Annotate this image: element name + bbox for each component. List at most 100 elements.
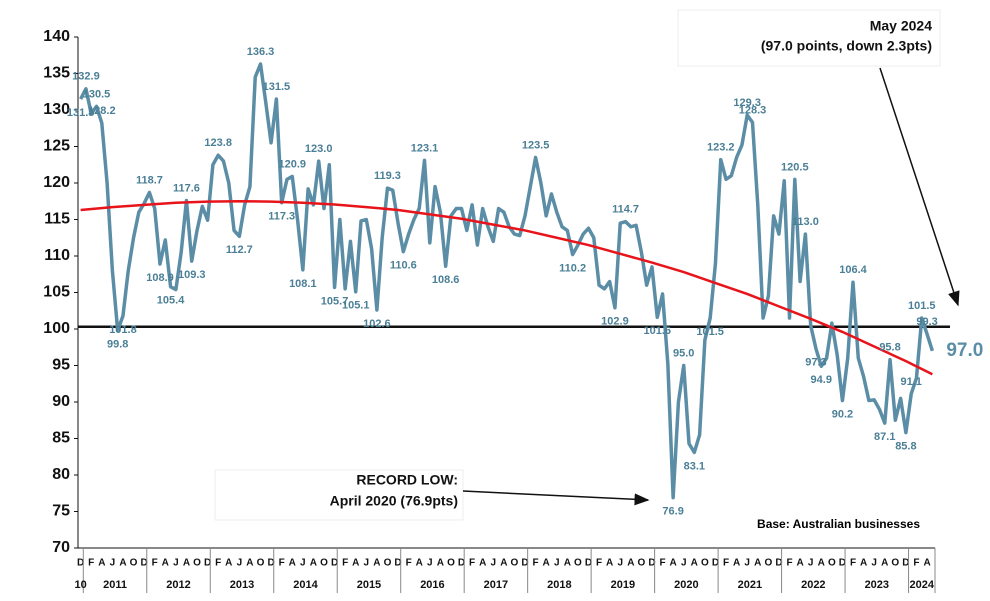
value-label: 101.5 [696,326,724,338]
year-label: 2015 [357,579,381,591]
month-label: A [543,558,550,569]
month-label: O [574,558,582,569]
month-label: D [458,558,465,569]
month-label: A [500,558,507,569]
value-label: 102.6 [363,318,391,330]
month-label: O [384,558,392,569]
value-label: 94.9 [811,374,832,386]
y-tick-label: 130 [43,101,70,118]
value-label: 123.1 [411,142,439,154]
year-label: 2020 [674,579,698,591]
value-label: 128.3 [739,104,767,116]
month-label: A [352,558,359,569]
month-label: J [300,558,306,569]
year-label: 10 [75,579,87,591]
y-tick-label: 95 [52,357,70,374]
month-label: F [152,558,158,569]
month-label: A [606,558,613,569]
month-label: A [691,558,698,569]
month-label: D [712,558,719,569]
value-label: 129.3 [733,97,761,109]
value-label: 120.9 [278,158,306,170]
month-label: A [183,558,190,569]
year-label: 2018 [547,579,571,591]
value-label: 87.1 [874,431,895,443]
callout-arrow [879,67,960,307]
y-tick-label: 120 [43,174,70,191]
month-label: A [627,558,634,569]
value-label: 132.9 [72,71,100,83]
value-label: 117.6 [173,182,200,194]
month-label: J [617,558,623,569]
month-label: J [110,558,116,569]
month-label: J [808,558,814,569]
month-label: A [881,558,888,569]
y-tick-label: 115 [44,211,70,228]
value-label: 130.5 [83,88,111,100]
data-line [79,62,935,500]
y-tick-label: 125 [43,138,70,155]
month-label: F [913,558,919,569]
year-label: 2024 [910,579,935,591]
value-label: 123.0 [305,143,333,155]
value-label: 91.1 [900,376,921,388]
year-label: 2014 [293,579,318,591]
month-label: F [469,558,475,569]
trend-line [80,199,933,376]
value-label: 113.0 [792,216,819,228]
month-label: A [923,558,930,569]
month-label: F [723,558,729,569]
value-label-last: 97.0 [946,340,983,361]
month-label: A [860,558,867,569]
value-label: 101.5 [908,300,936,312]
month-label: A [119,558,126,569]
month-label: O [257,558,265,569]
month-label: O [764,558,772,569]
month-label: O [828,558,836,569]
value-label: 119.3 [374,170,401,182]
month-label: J [744,558,750,569]
value-label: 102.9 [601,316,629,328]
year-label: 2013 [230,579,254,591]
month-label: J [427,558,433,569]
value-label: 120.5 [781,161,809,173]
month-label: A [373,558,380,569]
month-label: A [246,558,253,569]
month-label: A [733,558,740,569]
month-label: J [237,558,243,569]
record-arrow [462,490,650,506]
value-label: 99.8 [107,338,128,350]
year-label: 2022 [801,579,825,591]
value-label: 123.8 [204,137,232,149]
value-label: 128.2 [88,105,116,117]
y-tick-label: 75 [52,503,70,520]
record-box [214,469,464,521]
month-label: F [406,558,412,569]
month-label: A [796,558,803,569]
record-detail: April 2020 (76.9pts) [330,493,458,509]
month-label: O [701,558,709,569]
month-label: D [204,558,211,569]
month-label: D [521,558,528,569]
value-label: 101.8 [109,324,137,336]
y-tick-label: 80 [52,466,70,483]
month-label: A [818,558,825,569]
month-label: D [775,558,782,569]
month-label: F [786,558,792,569]
month-label: F [596,558,602,569]
month-label: A [479,558,486,569]
value-label: 114.7 [612,204,639,216]
value-label: 118.7 [136,174,163,186]
month-label: O [447,558,455,569]
month-label: O [320,558,328,569]
month-label: D [648,558,655,569]
y-tick-label: 140 [43,28,70,45]
month-label: D [394,558,401,569]
month-label: A [416,558,423,569]
value-label: 99.3 [916,316,937,328]
value-label: 105.4 [157,295,185,307]
year-label: 2021 [738,579,762,591]
month-label: O [130,558,138,569]
month-label: O [511,558,519,569]
